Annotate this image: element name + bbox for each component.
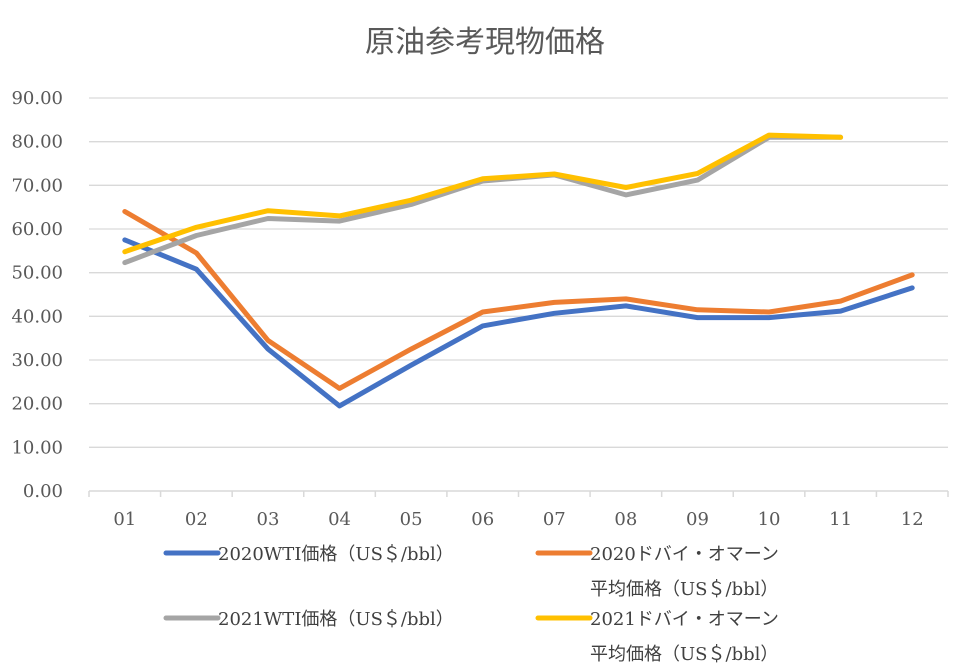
- gridlines: [89, 97, 948, 448]
- x-tick-label: 10: [758, 509, 781, 530]
- chart-title: 原油参考現物価格: [365, 25, 605, 60]
- x-tick-label: 08: [614, 509, 637, 530]
- y-tick-label: 40.00: [11, 306, 63, 327]
- y-tick-label: 70.00: [11, 175, 63, 196]
- y-tick-label: 20.00: [11, 394, 63, 415]
- legend-label: 2020ドバイ・オマーン: [590, 544, 779, 565]
- x-tick-label: 09: [686, 509, 709, 530]
- x-tick-label: 02: [185, 509, 208, 530]
- legend-label: 平均価格（US＄/bbl）: [590, 644, 778, 664]
- series-lines: [122, 132, 915, 409]
- x-axis: 01 02 03 04 05 06 07 08 09 10 11 12: [88, 490, 949, 530]
- series-line-2: [122, 209, 915, 391]
- x-tick-label: 07: [543, 509, 566, 530]
- legend-label: 2021WTI価格（US＄/bbl）: [218, 609, 454, 630]
- y-tick-label: 10.00: [11, 437, 63, 458]
- x-tick-label: 12: [901, 509, 924, 530]
- y-axis-ticks: 0.00 10.00 20.00 30.00 40.00 50.00 60.00 70.00 8…: [11, 88, 63, 502]
- legend-item: 2020WTI価格（US＄/bbl）: [163, 544, 454, 565]
- x-tick-label: 05: [400, 509, 423, 530]
- x-tick-label: 01: [113, 509, 136, 530]
- series-line-1: [122, 237, 915, 409]
- legend-item: 2021WTI価格（US＄/bbl）: [163, 609, 454, 630]
- x-tick-label: 04: [328, 509, 351, 530]
- y-tick-label: 90.00: [11, 88, 63, 109]
- x-tick-label: 11: [829, 509, 852, 530]
- y-tick-label: 80.00: [11, 132, 63, 153]
- legend-label: 平均価格（US＄/bbl）: [590, 579, 778, 600]
- y-tick-label: 50.00: [11, 263, 63, 284]
- legend: 2020WTI価格（US＄/bbl） 2020ドバイ・オマーン平均価格（US＄/b…: [163, 544, 779, 664]
- legend-label: 2021ドバイ・オマーン: [590, 609, 779, 630]
- y-tick-label: 0.00: [23, 481, 63, 502]
- x-tick-label: 03: [257, 509, 280, 530]
- series-line-4: [122, 132, 844, 255]
- y-tick-label: 30.00: [11, 350, 63, 371]
- y-tick-label: 60.00: [11, 219, 63, 240]
- x-tick-label: 06: [471, 509, 494, 530]
- legend-label: 2020WTI価格（US＄/bbl）: [218, 544, 454, 565]
